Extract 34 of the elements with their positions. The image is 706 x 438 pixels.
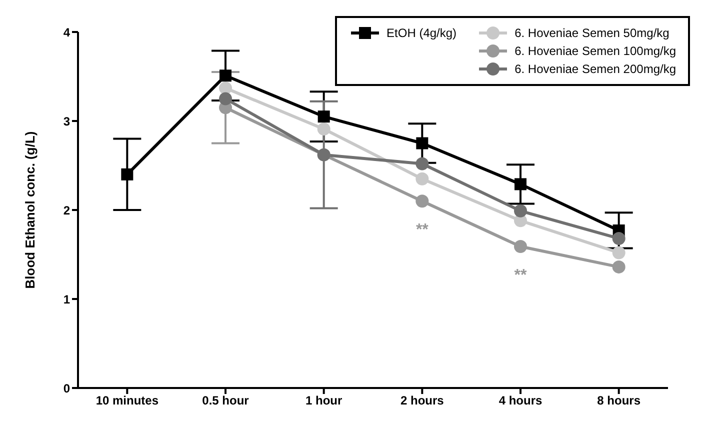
y-tick-label: 0 bbox=[63, 381, 70, 396]
point bbox=[416, 194, 429, 208]
point bbox=[220, 70, 232, 82]
point bbox=[416, 137, 428, 150]
point bbox=[219, 92, 232, 106]
x-tick-label: 4 hours bbox=[498, 394, 542, 408]
legend-label: EtOH (4g/kg) bbox=[386, 26, 457, 40]
point bbox=[514, 204, 527, 218]
x-tick-label: 0.5 hour bbox=[202, 394, 250, 408]
y-axis-title: Blood Ethanol conc. (g/L) bbox=[22, 131, 38, 289]
point bbox=[514, 178, 526, 190]
point bbox=[219, 82, 232, 95]
y-tick-label: 2 bbox=[63, 203, 70, 218]
point bbox=[317, 122, 330, 136]
y-tick-label: 3 bbox=[63, 114, 70, 128]
point bbox=[416, 172, 429, 186]
point bbox=[612, 246, 626, 260]
point bbox=[416, 157, 429, 170]
legend-label: 6. Hoveniae Semen 200mg/kg bbox=[514, 62, 676, 76]
annotation: ** bbox=[514, 266, 528, 284]
y-tick-label: 4 bbox=[63, 25, 70, 40]
y-tick-label: 1 bbox=[63, 292, 70, 306]
point bbox=[612, 260, 626, 274]
point bbox=[612, 232, 626, 245]
legend-label: 6. Hoveniae Semen 100mg/kg bbox=[514, 44, 676, 58]
point bbox=[121, 168, 134, 180]
x-tick-label: 2 hours bbox=[400, 394, 444, 408]
legend-label: 6. Hoveniae Semen 50mg/kg bbox=[514, 26, 670, 40]
x-tick-label: 10 minutes bbox=[96, 394, 159, 408]
point bbox=[514, 240, 527, 253]
x-tick-label: 8 hours bbox=[597, 394, 641, 408]
x-tick-label: 1 hour bbox=[305, 394, 342, 408]
annotation: ** bbox=[416, 221, 430, 238]
point bbox=[318, 110, 330, 123]
